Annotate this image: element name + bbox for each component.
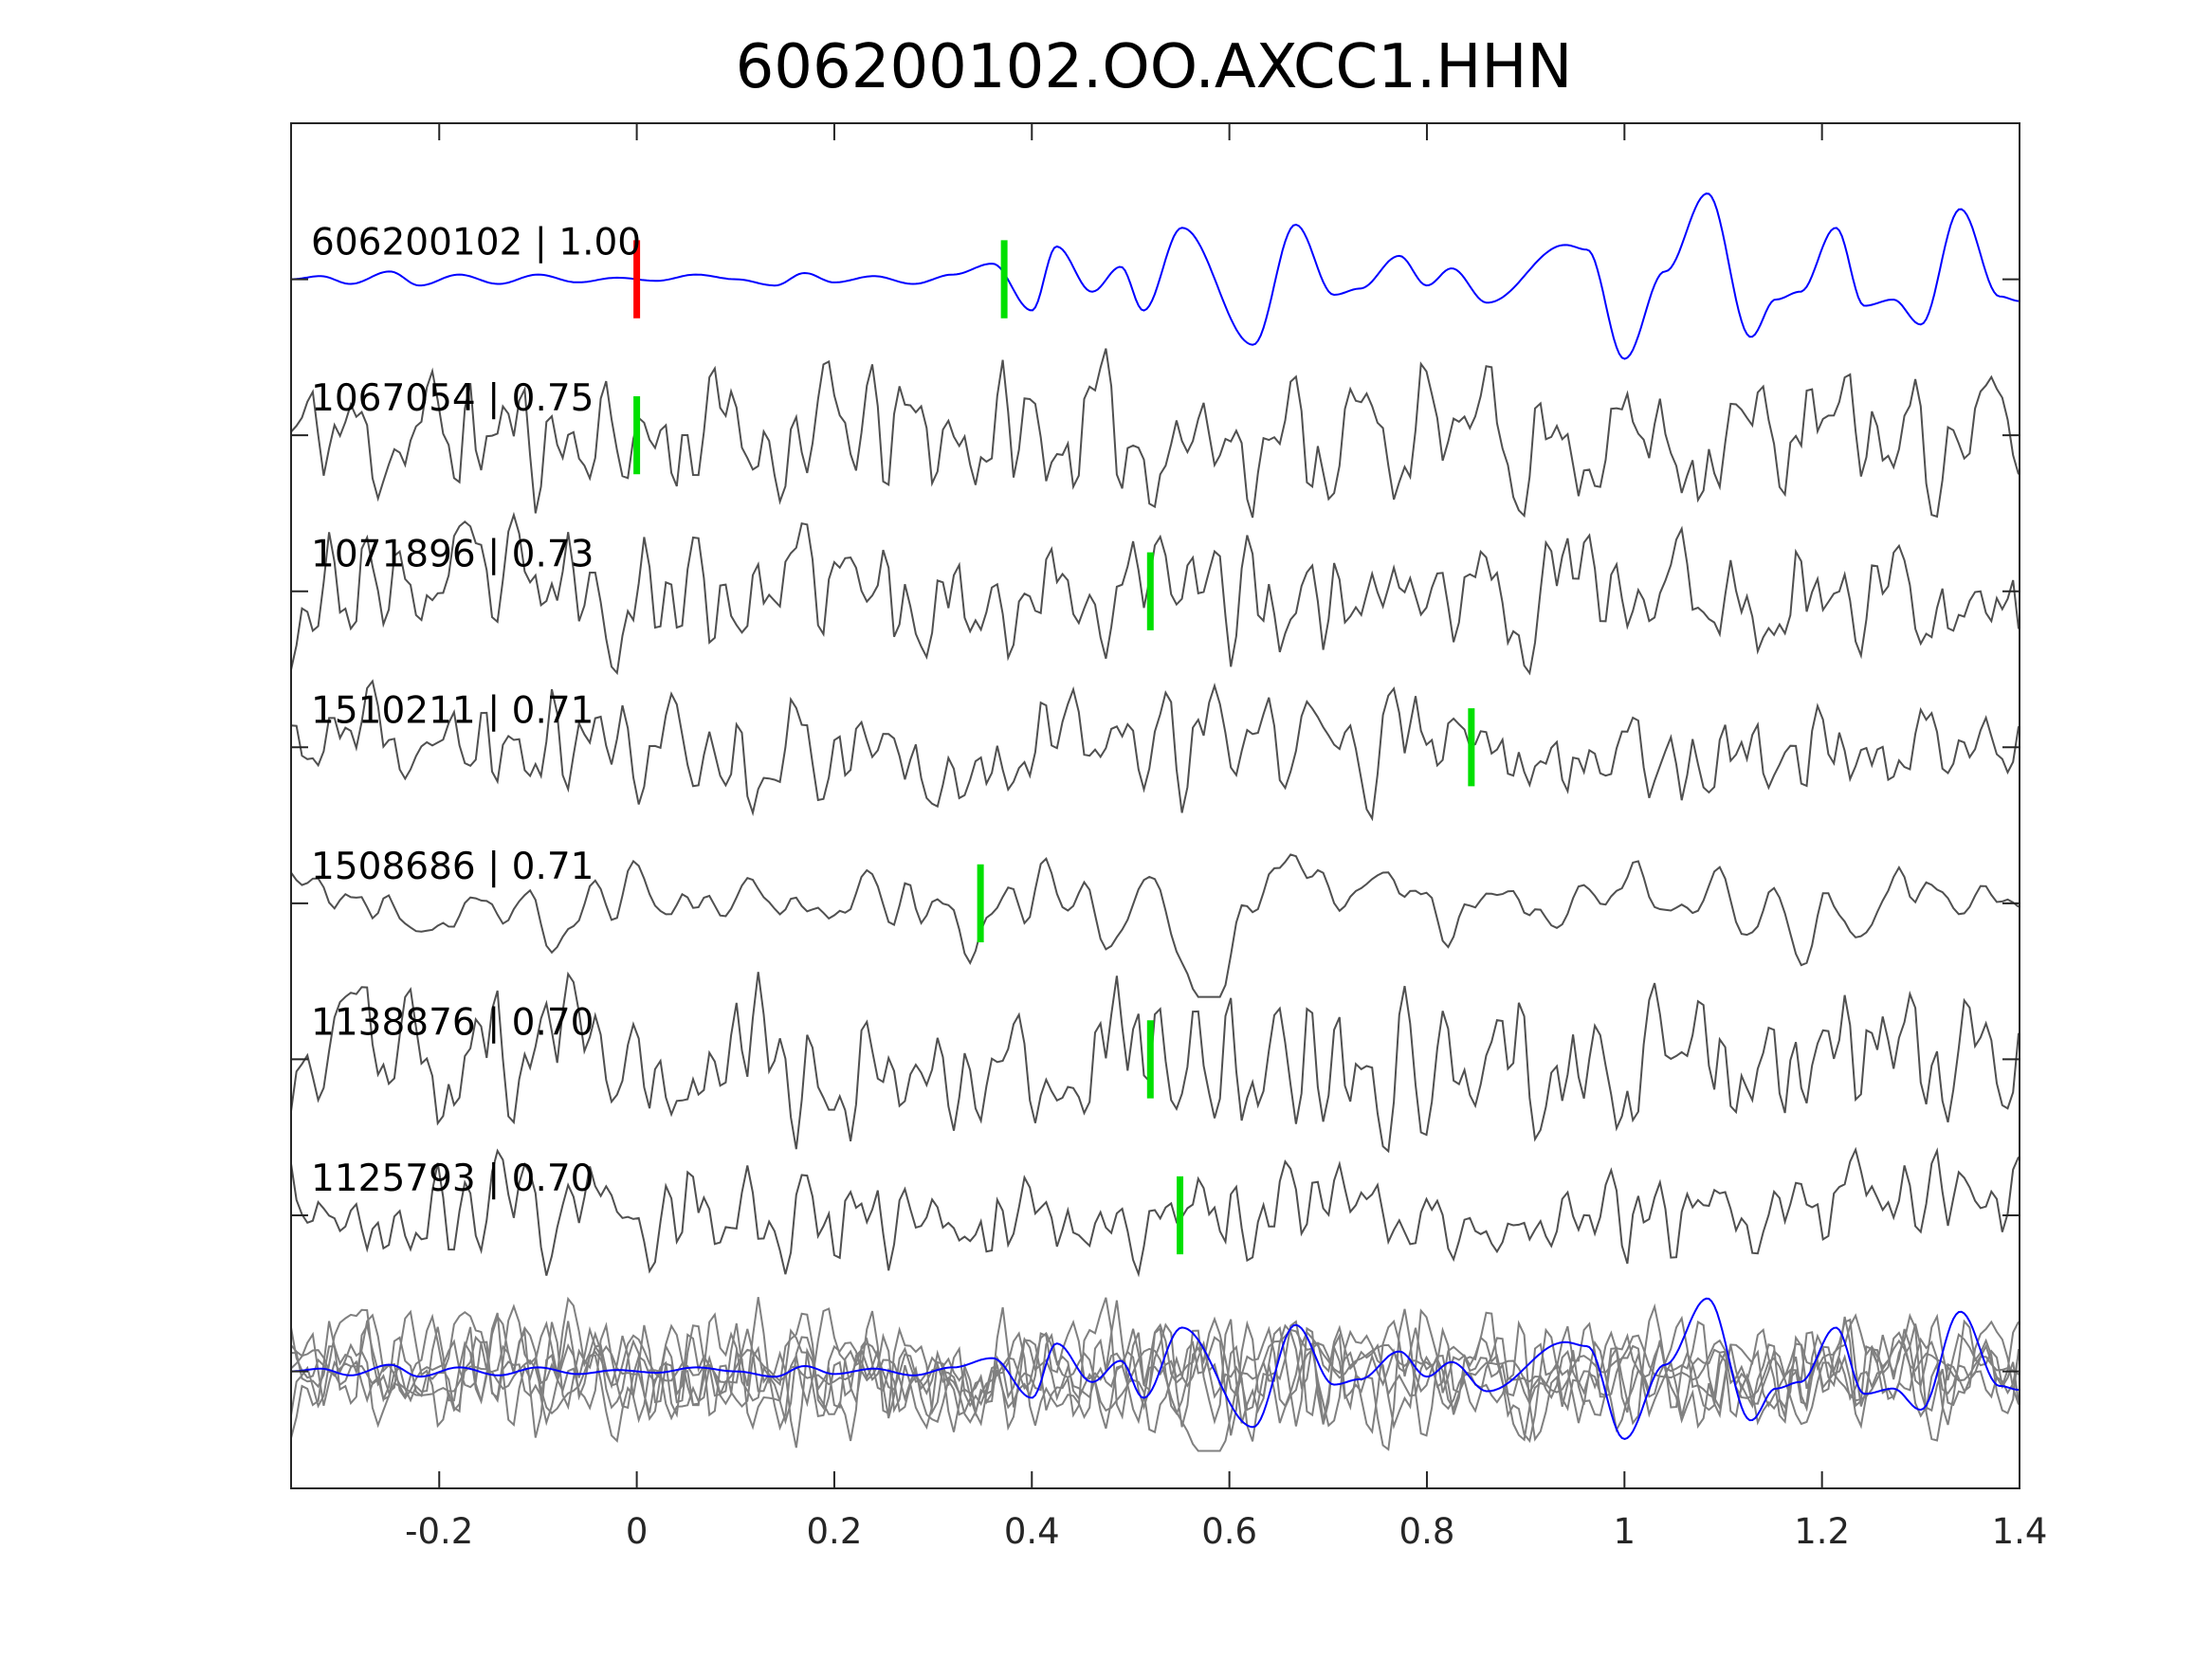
trace-label: 1067054 | 0.75 [311, 377, 594, 420]
x-tick-label: 1.2 [1794, 1511, 1850, 1552]
stack-trace-template [290, 1297, 2020, 1440]
x-tick-label: 0.2 [807, 1511, 863, 1552]
trace-1071896 [290, 511, 2020, 676]
trace-label: 1125793 | 0.70 [311, 1158, 594, 1200]
x-tick-label: 1.4 [1992, 1511, 2048, 1552]
trace-label: 1138876 | 0.70 [311, 1001, 594, 1044]
trace-label: 1508686 | 0.71 [311, 846, 594, 888]
trace-labels-group: 606200102 | 1.00 1067054 | 0.75 1071896 | … [311, 222, 641, 1200]
trace-1125793 [290, 1146, 2020, 1278]
trace-1067054 [290, 348, 2020, 519]
trace-label: 1071896 | 0.73 [311, 534, 594, 576]
trace-606200102 [290, 192, 2020, 360]
trace-1138876 [290, 971, 2020, 1154]
trace-1510211 [290, 679, 2020, 822]
x-tick-label: 0.4 [1004, 1511, 1060, 1552]
plot-frame [290, 122, 2020, 1489]
stack-trace-1138876 [290, 1296, 2020, 1451]
traces-group [290, 192, 2020, 1452]
trace-label: 606200102 | 1.00 [311, 222, 641, 264]
axes-group: -0.2 0 0.2 0.4 0.6 0.8 1 1.2 1.4 [290, 122, 2048, 1552]
chart-title: 606200102.OO.AXCC1.HHN [736, 32, 1573, 102]
trace-1508686 [290, 853, 2020, 998]
stack-trace-1510211 [290, 1313, 2020, 1434]
trace-label: 1510211 | 0.71 [311, 689, 594, 732]
x-tick-label: 1 [1614, 1511, 1636, 1552]
x-tick-label: -0.2 [405, 1511, 473, 1552]
x-tick-label: 0.6 [1201, 1511, 1257, 1552]
x-tick-label: 0.8 [1399, 1511, 1455, 1552]
x-tick-label: 0 [626, 1511, 649, 1552]
